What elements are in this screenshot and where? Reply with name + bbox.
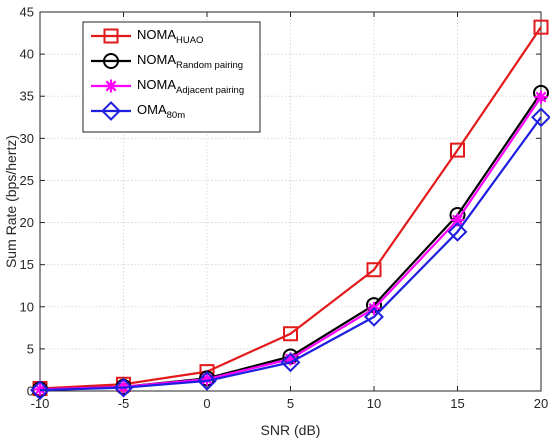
legend-label-subscript: Random pairing (176, 60, 243, 71)
y-tick-label: 40 (20, 47, 34, 62)
x-tick-label: 10 (367, 396, 381, 411)
data-point-diamond (30, 380, 50, 401)
x-tick-label: -5 (118, 396, 130, 411)
legend-marker (101, 101, 121, 121)
data-point-diamond (364, 306, 384, 327)
series-layer (30, 19, 550, 401)
data-point-diamond (447, 221, 468, 242)
legend-label: OMA80m (137, 102, 185, 121)
series-line (39, 116, 542, 392)
legend-marker (103, 53, 119, 69)
legend-label-subscript: HUAO (176, 35, 203, 46)
x-axis-label: SNR (dB) (261, 422, 321, 438)
legend-label: NOMARandom pairing (137, 52, 243, 71)
y-tick-label: 20 (20, 215, 34, 230)
data-point-diamond (531, 107, 550, 128)
legend-label-subscript: 80m (167, 110, 186, 121)
legend-label: NOMAHUAO (137, 27, 203, 46)
y-tick-label: 25 (20, 173, 34, 188)
data-point-diamond (113, 377, 134, 398)
axis-ticks: -10 -5 0 5 10 15 20 0 5 10 15 20 25 30 35 40 45 (20, 5, 549, 412)
legend-entry-2: NOMARandom pairing (91, 52, 243, 71)
y-tick-label: 45 (20, 5, 34, 20)
y-tick-label: 0 (27, 384, 34, 399)
legend-label-main: NOMA (137, 52, 176, 67)
y-tick-label: 30 (20, 131, 34, 146)
legend-entry-3: NOMAAdjacent pairing (91, 77, 244, 96)
y-tick-label: 35 (20, 89, 34, 104)
legend-marker (103, 28, 119, 44)
legend-entry-4: OMA80m (91, 101, 185, 121)
x-tick-label: 5 (287, 396, 294, 411)
legend-label-main: OMA (137, 102, 167, 117)
data-point-asterisk (451, 213, 464, 227)
x-tick-label: 0 (203, 396, 210, 411)
y-tick-label: 15 (20, 257, 34, 272)
x-tick-label: 15 (450, 396, 464, 411)
legend-entry-1: NOMAHUAO (91, 27, 203, 46)
data-point-square (366, 262, 382, 278)
data-point-diamond (280, 352, 301, 373)
legend-label-main: NOMA (137, 27, 176, 42)
data-point-asterisk (284, 352, 297, 366)
x-tick-label: 20 (534, 396, 548, 411)
y-tick-label: 5 (27, 341, 34, 356)
data-point-diamond (197, 370, 217, 391)
data-point-square (283, 326, 298, 342)
legend-box (82, 21, 261, 133)
y-tick-label: 10 (20, 299, 34, 314)
legend-label: NOMAAdjacent pairing (137, 77, 244, 96)
y-axis-label: Sum Rate (bps/hertz) (3, 135, 19, 268)
legend-label-subscript: Adjacent pairing (176, 85, 244, 96)
legend-label-main: NOMA (137, 77, 176, 92)
legend-marker (104, 79, 118, 93)
data-point-asterisk (200, 372, 214, 386)
series-4 (30, 107, 550, 401)
x-tick-label: -10 (31, 396, 50, 411)
data-point-asterisk (534, 90, 548, 104)
data-point-square (533, 19, 549, 35)
data-point-square (450, 142, 465, 158)
